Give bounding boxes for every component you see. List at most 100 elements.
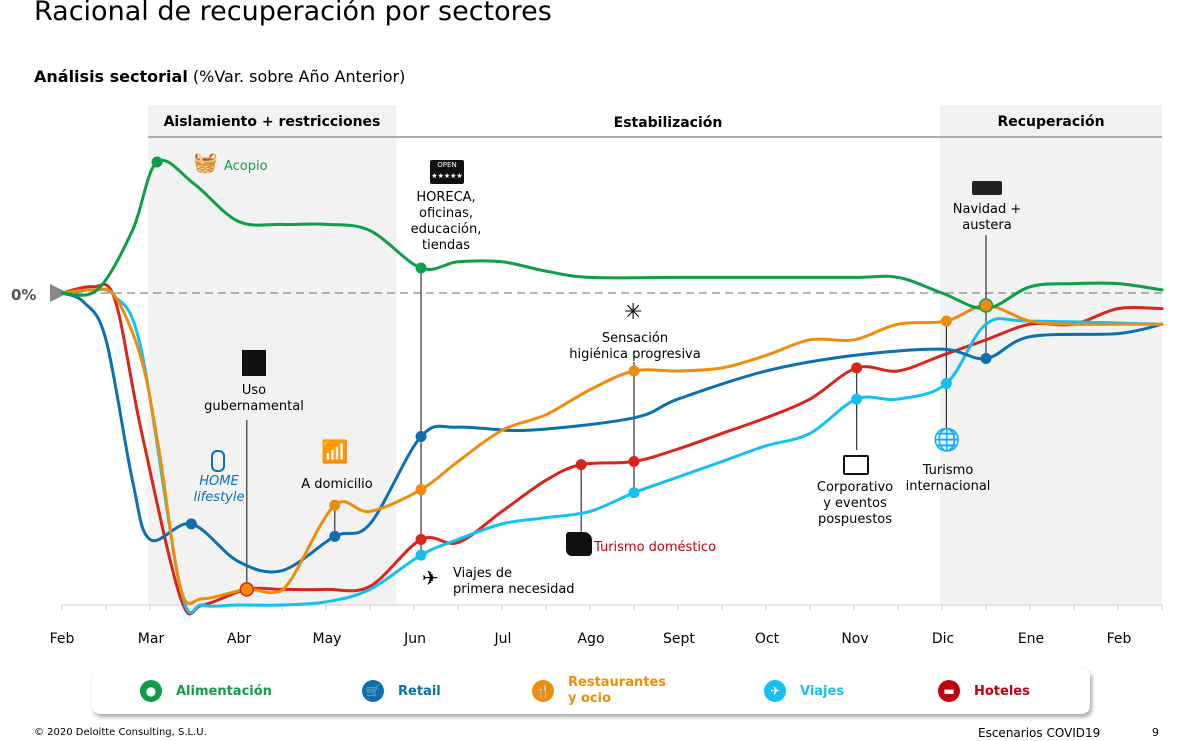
annotation-uso-gubernamental: Uso gubernamental	[200, 383, 308, 415]
mouse-icon	[211, 450, 225, 472]
x-tick-label: Oct	[754, 631, 780, 647]
globe-icon: 🌐	[933, 428, 961, 453]
subtitle-rest: (%Var. sobre Año Anterior)	[187, 67, 406, 86]
data-point-marker	[851, 362, 863, 374]
annotation-line: tiendas	[422, 238, 470, 253]
phase-label-estabilizacion: Estabilización	[613, 115, 723, 131]
data-point-marker	[329, 499, 341, 511]
series-line-retail	[60, 291, 1164, 574]
annotation-line: Sensación	[601, 331, 669, 346]
phase-label-aislamiento: Aislamiento + restricciones	[163, 114, 381, 130]
data-point-marker	[151, 156, 163, 168]
annotation-line: internacional	[905, 479, 991, 494]
annotation-corporativo: Corporativo y eventos pospuestos	[810, 480, 900, 528]
legend-label: Viajes	[800, 683, 845, 699]
legend-item-alimentacion: ● Alimentación	[140, 668, 272, 714]
data-point-marker	[415, 431, 427, 443]
zero-percent-label: 0%	[11, 286, 37, 304]
deck-name: Escenarios COVID19	[978, 726, 1101, 740]
annotation-line: Corporativo	[816, 480, 894, 495]
government-building-icon	[242, 350, 266, 376]
x-tick-label: Dic	[931, 631, 955, 647]
x-tick-label: Abr	[226, 631, 252, 647]
annotation-turismo-internacional: Turismo internacional	[900, 463, 996, 495]
cart-icon: 🛒	[362, 680, 384, 702]
spain-map-icon	[566, 532, 592, 556]
chart-legend: ● Alimentación 🛒 Retail 🍴 Restaurantes y oc…	[92, 668, 1090, 714]
annotation-line: HORECA,	[416, 190, 476, 205]
x-tick-label: May	[312, 631, 342, 647]
legend-item-viajes: ✈ Viajes	[764, 668, 844, 714]
annotation-line: Navidad +	[952, 202, 1022, 217]
data-point-marker	[940, 315, 952, 327]
x-tick-label: Feb	[49, 631, 75, 647]
x-tick-label: Jul	[494, 631, 512, 647]
annotation-line: lifestyle	[193, 490, 245, 505]
annotation-line: austera	[962, 218, 1012, 233]
phase-band	[148, 105, 397, 605]
phase-band	[940, 105, 1162, 605]
data-point-marker	[239, 582, 255, 597]
data-point-marker	[978, 298, 994, 313]
annotation-line: y eventos	[823, 496, 887, 511]
annotation-line: HOME	[199, 474, 239, 489]
data-point-marker	[851, 393, 863, 405]
data-point-marker	[628, 455, 640, 467]
x-tick-label: Sept	[663, 631, 695, 647]
cutlery-icon: 🍴	[532, 680, 554, 702]
annotation-line: Turismo	[922, 463, 974, 478]
bed-icon: ▬	[938, 680, 960, 702]
annotation-line: pospuestos	[817, 512, 893, 527]
annotation-line: Uso	[241, 383, 267, 398]
open-sign-icon: OPEN ★★★★★	[430, 160, 464, 184]
plane-icon: ✈	[422, 566, 439, 590]
data-point-marker	[185, 518, 197, 530]
chart-subtitle: Análisis sectorial (%Var. sobre Año Ante…	[34, 67, 405, 86]
data-point-marker	[980, 353, 992, 365]
annotation-home-lifestyle: HOME lifestyle	[186, 474, 252, 506]
x-tick-label: Nov	[841, 631, 869, 647]
annotation-line: educación,	[410, 222, 482, 237]
data-point-marker	[415, 533, 427, 545]
x-tick-label: Ago	[577, 631, 605, 647]
subtitle-bold: Análisis sectorial	[34, 67, 188, 86]
plane-icon: ✈	[764, 680, 786, 702]
legend-item-hoteles: ▬ Hoteles	[938, 668, 1030, 714]
x-tick-label: Mar	[137, 631, 165, 647]
annotation-sensacion-higienica: Sensación higiénica progresiva	[560, 331, 710, 363]
data-point-marker	[628, 365, 640, 377]
annotation-line: Viajes de	[453, 566, 512, 581]
zero-marker-triangle	[50, 284, 68, 302]
phase-label-recuperacion: Recuperación	[997, 114, 1105, 130]
annotation-line: oficinas,	[418, 206, 473, 221]
basket-icon: 🧺	[193, 150, 218, 174]
data-point-marker	[329, 530, 341, 542]
legend-label: Restaurantes y ocio	[568, 675, 667, 706]
data-point-marker	[415, 549, 427, 561]
annotation-navidad: Navidad + austera	[944, 202, 1030, 234]
apple-icon: ●	[140, 680, 162, 702]
annotation-a-domicilio: A domicilio	[301, 477, 373, 492]
legend-item-restaurantes: 🍴 Restaurantes y ocio	[532, 668, 678, 714]
data-point-marker	[628, 487, 640, 499]
legend-label: Retail	[398, 683, 441, 699]
data-point-marker	[415, 484, 427, 496]
annotation-line: gubernamental	[204, 399, 304, 414]
annotation-turismo-domestico: Turismo doméstico	[594, 540, 717, 555]
copyright: © 2020 Deloitte Consulting, S.L.U.	[34, 727, 207, 738]
data-point-marker	[575, 459, 587, 471]
data-point-marker	[940, 377, 952, 389]
wifi-icon: 📶	[321, 440, 349, 465]
data-point-marker	[415, 262, 427, 274]
legend-label: Alimentación	[176, 683, 272, 699]
annotation-viajes-primera-necesidad: Viajes de primera necesidad	[453, 566, 575, 598]
money-icon	[972, 181, 1002, 195]
annotation-horeca: HORECA, oficinas, educación, tiendas	[404, 190, 488, 254]
annotation-line: higiénica progresiva	[569, 347, 701, 362]
x-tick-label: Ene	[1017, 631, 1045, 647]
page-title: Racional de recuperación por sectores	[34, 0, 552, 27]
annotation-acopio: Acopio	[224, 159, 268, 174]
page-number: 9	[1152, 726, 1159, 739]
x-tick-label: Jun	[404, 631, 426, 647]
